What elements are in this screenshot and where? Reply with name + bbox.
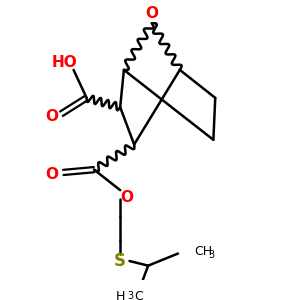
Text: H: H [116, 290, 125, 300]
Text: O: O [120, 190, 133, 205]
Text: HO: HO [51, 55, 77, 70]
Text: O: O [146, 7, 158, 22]
Text: O: O [46, 167, 59, 182]
Text: 3: 3 [128, 291, 134, 300]
Text: O: O [46, 109, 59, 124]
Text: 3: 3 [209, 250, 215, 260]
Text: S: S [114, 252, 126, 270]
Text: CH: CH [195, 245, 213, 258]
Text: C: C [134, 290, 143, 300]
